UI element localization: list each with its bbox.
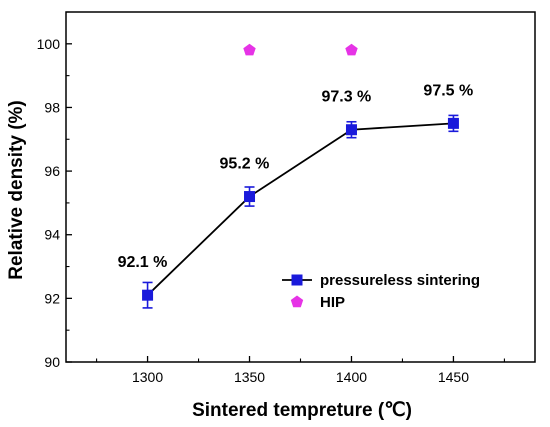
data-point-square [345, 124, 357, 136]
y-tick-label: 90 [44, 354, 60, 370]
data-label: 97.5 % [423, 82, 473, 99]
x-tick-label: 1350 [234, 369, 265, 385]
series-line-pressureless [146, 122, 454, 296]
legend-marker-square [291, 274, 303, 286]
axes: 90 92 94 96 98 100 1300 1350 1400 1450 [37, 11, 536, 385]
data-point-square [142, 289, 154, 301]
legend-marker-pentagon [290, 295, 304, 308]
x-tick-label: 1450 [438, 369, 469, 385]
data-point-pentagon [345, 43, 358, 56]
x-axis-title: Sintered tempreture (℃) [192, 400, 412, 421]
data-point-square [447, 117, 459, 129]
y-tick-label: 98 [44, 99, 60, 115]
data-label: 92.1 % [118, 254, 168, 271]
y-tick-label: 94 [44, 227, 60, 243]
data-point-pentagon [243, 43, 256, 56]
legend-label: HIP [320, 294, 345, 311]
y-axis-title: Relative density (%) [6, 100, 27, 280]
plot-marks: 92.1 % 95.2 % 97.3 % 97.5 % [118, 43, 473, 309]
data-label: 95.2 % [220, 156, 270, 173]
y-tick-label: 96 [44, 163, 60, 179]
data-label: 97.3 % [321, 89, 371, 106]
legend-label: pressureless sintering [320, 272, 480, 289]
plot-frame [65, 11, 536, 363]
x-tick-label: 1300 [132, 369, 163, 385]
y-tick-label: 92 [44, 290, 60, 306]
y-tick-label: 100 [37, 36, 61, 52]
legend: pressureless sintering HIP [282, 272, 480, 311]
x-tick-label: 1400 [336, 369, 367, 385]
data-point-square [244, 191, 256, 203]
